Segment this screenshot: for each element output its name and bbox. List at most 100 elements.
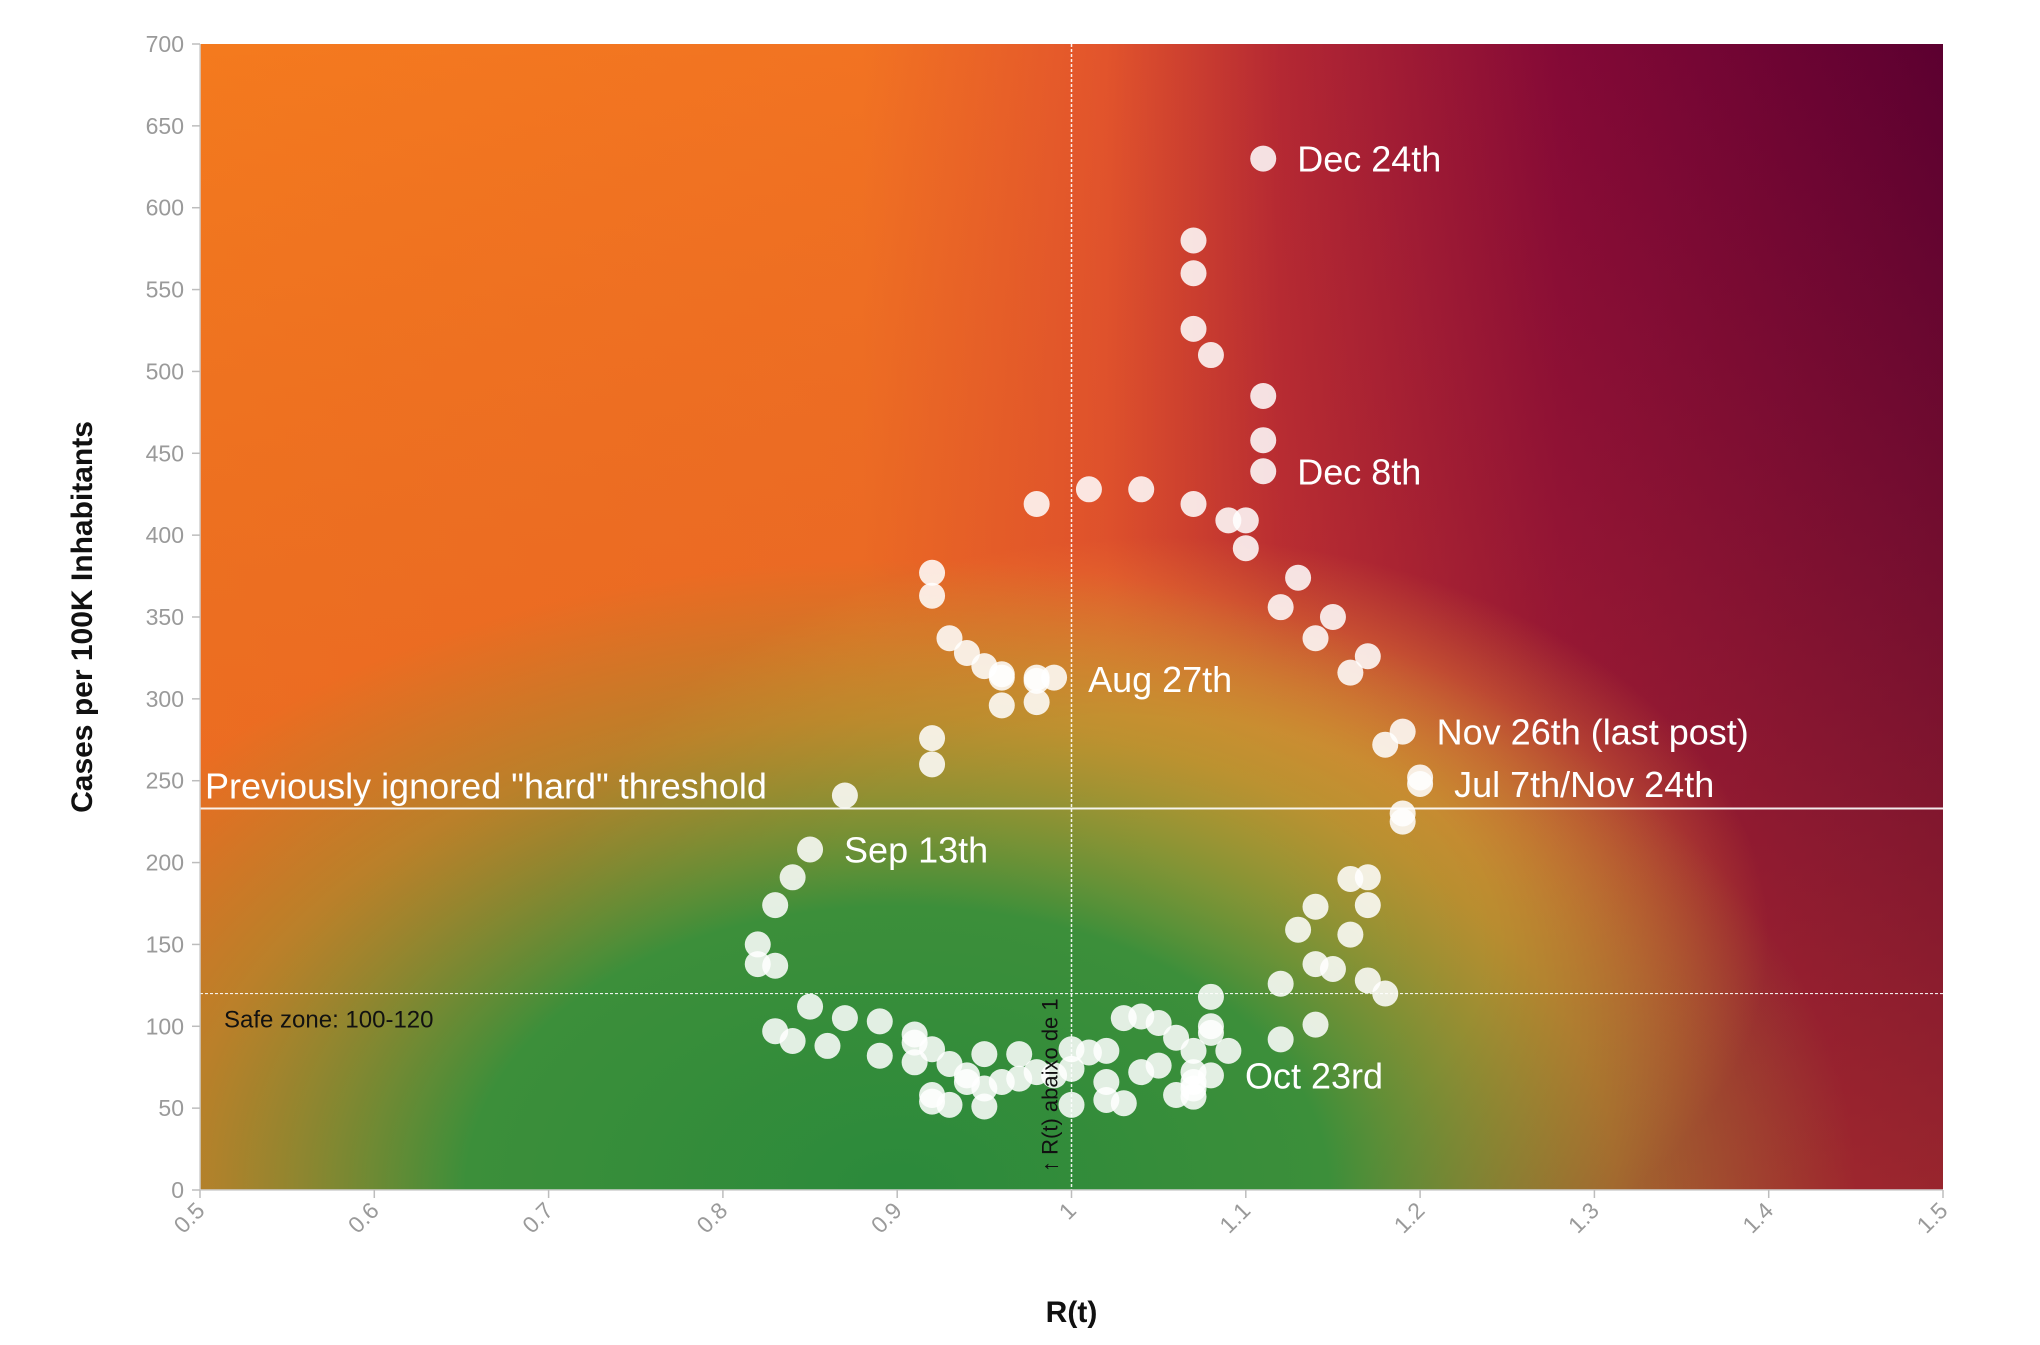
data-point: [919, 1036, 946, 1063]
x-tick-label: 0.6: [343, 1197, 384, 1238]
data-point: [1302, 893, 1329, 920]
point-annotation: Dec 8th: [1297, 451, 1421, 492]
data-point: [1180, 1083, 1207, 1110]
x-tick-label: 1.5: [1912, 1197, 1953, 1238]
data-point: [1232, 507, 1259, 534]
data-point: [1354, 892, 1381, 919]
data-point: [1407, 770, 1434, 797]
data-point: [1180, 227, 1207, 254]
data-point: [1023, 667, 1050, 694]
data-point: [988, 664, 1015, 691]
safe-zone-label: Safe zone: 100-120: [224, 1007, 434, 1034]
data-point: [1006, 1041, 1033, 1068]
data-point: [1180, 1037, 1207, 1064]
point-annotation: Nov 26th (last post): [1437, 712, 1749, 753]
data-point: [1302, 1011, 1329, 1038]
annotations: Previously ignored "hard" threshold Safe …: [205, 139, 1749, 1172]
point-annotation: Dec 24th: [1297, 139, 1441, 180]
y-tick-label: 250: [146, 768, 184, 794]
x-tick-label: 0.8: [691, 1197, 732, 1238]
data-point: [1267, 970, 1294, 997]
data-point: [936, 625, 963, 652]
data-point: [779, 1028, 806, 1055]
data-point: [1285, 916, 1312, 943]
data-point: [1319, 604, 1346, 630]
data-point: [971, 1093, 998, 1120]
data-point: [1180, 260, 1207, 287]
x-tick-label: 1: [1054, 1197, 1081, 1224]
r-below-one-label: ↑ R(t) abaixo de 1: [1038, 998, 1063, 1172]
data-point: [1197, 983, 1224, 1010]
data-point: [1023, 689, 1050, 716]
data-point: [1197, 1013, 1224, 1040]
data-point: [1372, 731, 1399, 758]
data-point: [831, 1005, 858, 1032]
data-point: [1058, 1055, 1085, 1082]
x-tick-label: 1.4: [1737, 1197, 1778, 1238]
data-point: [988, 692, 1015, 719]
data-point: [919, 582, 946, 609]
x-tick-label: 1.2: [1389, 1197, 1430, 1238]
y-tick-label: 650: [146, 113, 184, 139]
data-point: [1128, 476, 1155, 503]
data-point: [1267, 594, 1294, 621]
reference-lines: [200, 44, 1943, 1190]
data-point: [919, 725, 946, 752]
x-tick-label: 0.5: [169, 1197, 210, 1238]
y-tick-label: 400: [146, 522, 184, 548]
data-point: [1093, 1037, 1120, 1064]
data-point: [936, 1091, 963, 1118]
y-tick-label: 300: [146, 686, 184, 712]
data-point: [866, 1042, 893, 1069]
y-tick-label: 550: [146, 277, 184, 303]
data-point: [1180, 491, 1207, 518]
data-point: [1250, 427, 1277, 454]
data-point: [1319, 955, 1346, 982]
data-point: [1180, 315, 1207, 342]
data-point: [1075, 476, 1102, 503]
data-point: [1302, 625, 1329, 652]
y-tick-label: 450: [146, 440, 184, 466]
data-point: [797, 993, 824, 1020]
data-points: [744, 145, 1434, 1120]
x-tick-label: 1.3: [1563, 1197, 1604, 1238]
data-point: [831, 782, 858, 809]
data-point: [866, 1008, 893, 1035]
data-point: [1267, 1026, 1294, 1053]
data-point: [744, 931, 771, 958]
y-tick-label: 350: [146, 604, 184, 630]
point-annotation: Jul 7th/Nov 24th: [1454, 764, 1714, 805]
data-point: [1093, 1068, 1120, 1095]
data-point: [1250, 145, 1277, 172]
data-point: [797, 836, 824, 863]
point-annotation: Aug 27th: [1088, 659, 1232, 700]
data-point: [1023, 491, 1050, 518]
x-tick-label: 0.9: [866, 1197, 907, 1238]
y-axis-title: Cases per 100K Inhabitants: [66, 421, 99, 813]
y-tick-label: 200: [146, 850, 184, 876]
data-point: [1197, 342, 1224, 369]
data-point: [1337, 865, 1364, 892]
data-point: [971, 1041, 998, 1068]
data-point: [1058, 1091, 1085, 1118]
y-tick-label: 0: [171, 1177, 184, 1203]
data-point: [1389, 808, 1416, 835]
y-tick-label: 150: [146, 931, 184, 957]
data-point: [1250, 458, 1277, 485]
data-point: [919, 751, 946, 778]
data-point: [1215, 1037, 1242, 1064]
data-point: [1337, 921, 1364, 948]
data-point: [1250, 382, 1277, 409]
point-annotation: Sep 13th: [844, 829, 988, 870]
data-point: [1354, 643, 1381, 670]
y-tick-label: 500: [146, 358, 184, 384]
y-tick-label: 100: [146, 1013, 184, 1039]
data-point: [1128, 1059, 1155, 1086]
data-point: [1110, 1090, 1137, 1117]
data-point: [779, 864, 806, 891]
x-tick-label: 0.7: [517, 1197, 558, 1238]
y-tick-label: 700: [146, 31, 184, 57]
data-point: [762, 892, 789, 919]
